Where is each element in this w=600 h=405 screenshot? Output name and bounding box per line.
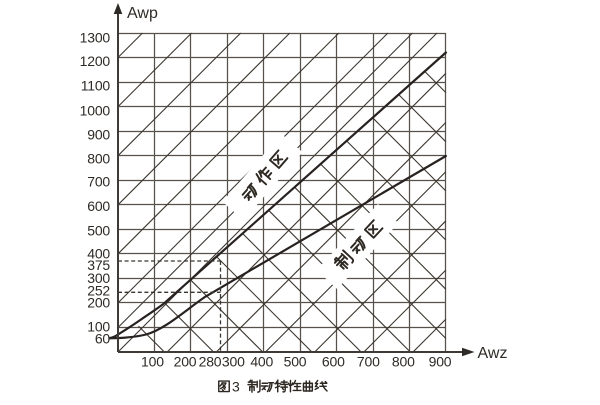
svg-text:900: 900 [429, 353, 452, 369]
svg-text:600: 600 [322, 353, 345, 369]
svg-text:800: 800 [392, 353, 415, 369]
svg-text:700: 700 [357, 353, 380, 369]
svg-text:280: 280 [199, 353, 222, 369]
svg-text:60: 60 [95, 331, 111, 347]
svg-text:Awz: Awz [478, 345, 508, 362]
svg-text:1300: 1300 [80, 30, 111, 46]
svg-text:300: 300 [87, 270, 110, 286]
svg-text:800: 800 [87, 151, 110, 167]
svg-text:700: 700 [87, 174, 110, 190]
svg-text:600: 600 [87, 198, 110, 214]
svg-text:1000: 1000 [80, 103, 111, 119]
svg-text:200: 200 [87, 295, 110, 311]
svg-text:1200: 1200 [80, 53, 111, 69]
svg-text:500: 500 [284, 353, 307, 369]
svg-text:400: 400 [87, 246, 110, 262]
svg-text:1100: 1100 [81, 78, 111, 94]
svg-text:252: 252 [87, 283, 110, 299]
svg-text:900: 900 [87, 127, 110, 143]
svg-text:3: 3 [232, 378, 240, 394]
svg-text:200: 200 [174, 353, 197, 369]
svg-text:100: 100 [141, 353, 164, 369]
svg-text:400: 400 [250, 353, 273, 369]
svg-text:375: 375 [87, 257, 110, 273]
svg-text:100: 100 [87, 319, 110, 335]
svg-text:Awp: Awp [127, 5, 158, 22]
svg-text:300: 300 [222, 353, 245, 369]
svg-text:500: 500 [87, 223, 110, 239]
